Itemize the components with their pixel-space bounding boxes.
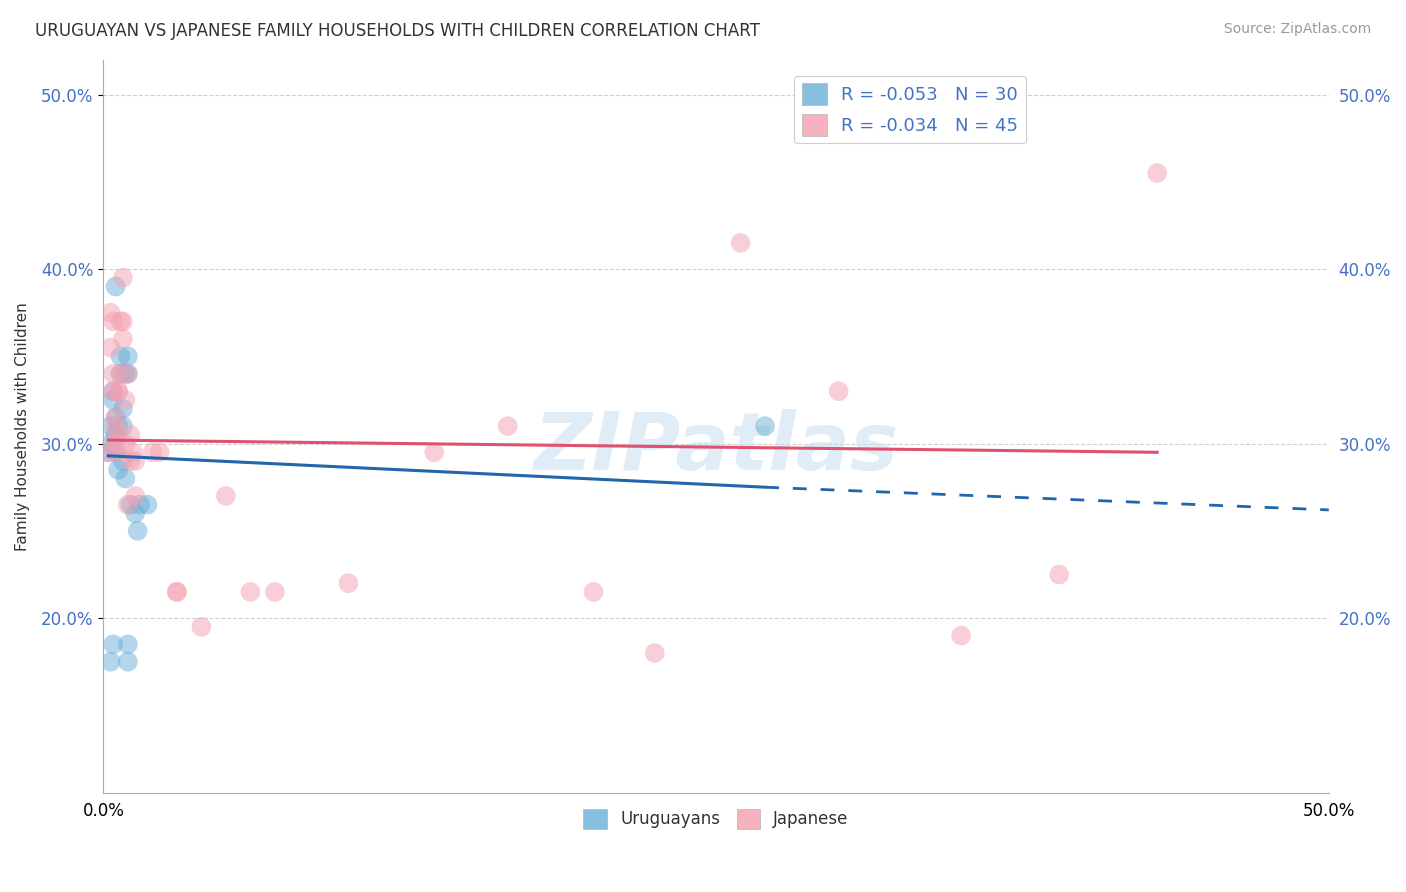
- Point: [754, 419, 776, 434]
- Point: [111, 419, 134, 434]
- Point: [101, 384, 124, 399]
- Point: [129, 498, 152, 512]
- Point: [104, 445, 127, 459]
- Point: [114, 471, 136, 485]
- Point: [1146, 166, 1168, 180]
- Point: [190, 620, 212, 634]
- Point: [337, 576, 360, 591]
- Y-axis label: Family Households with Children: Family Households with Children: [15, 301, 30, 550]
- Point: [166, 585, 188, 599]
- Point: [100, 341, 122, 355]
- Point: [100, 436, 122, 450]
- Point: [110, 314, 132, 328]
- Point: [120, 428, 142, 442]
- Point: [117, 349, 139, 363]
- Point: [110, 367, 132, 381]
- Point: [114, 367, 136, 381]
- Point: [101, 314, 124, 328]
- Point: [104, 419, 127, 434]
- Point: [496, 419, 519, 434]
- Point: [104, 436, 127, 450]
- Point: [110, 349, 132, 363]
- Point: [120, 454, 142, 468]
- Point: [114, 392, 136, 407]
- Point: [100, 419, 122, 434]
- Point: [124, 489, 146, 503]
- Text: URUGUAYAN VS JAPANESE FAMILY HOUSEHOLDS WITH CHILDREN CORRELATION CHART: URUGUAYAN VS JAPANESE FAMILY HOUSEHOLDS …: [35, 22, 761, 40]
- Point: [111, 454, 134, 468]
- Point: [111, 401, 134, 416]
- Point: [101, 637, 124, 651]
- Point: [124, 507, 146, 521]
- Point: [107, 428, 129, 442]
- Point: [644, 646, 666, 660]
- Point: [114, 436, 136, 450]
- Point: [117, 367, 139, 381]
- Point: [101, 367, 124, 381]
- Point: [149, 445, 172, 459]
- Point: [100, 655, 122, 669]
- Point: [827, 384, 849, 399]
- Point: [117, 655, 139, 669]
- Point: [104, 445, 127, 459]
- Point: [104, 428, 127, 442]
- Point: [104, 279, 127, 293]
- Point: [239, 585, 262, 599]
- Point: [111, 332, 134, 346]
- Text: ZIPatlas: ZIPatlas: [533, 409, 898, 487]
- Point: [166, 585, 188, 599]
- Point: [950, 629, 973, 643]
- Point: [101, 384, 124, 399]
- Point: [100, 306, 122, 320]
- Point: [121, 445, 143, 459]
- Point: [97, 445, 120, 459]
- Point: [97, 445, 120, 459]
- Point: [110, 367, 132, 381]
- Point: [136, 498, 159, 512]
- Point: [104, 410, 127, 425]
- Point: [107, 384, 129, 399]
- Point: [107, 463, 129, 477]
- Point: [111, 314, 134, 328]
- Point: [582, 585, 605, 599]
- Point: [423, 445, 446, 459]
- Point: [124, 454, 146, 468]
- Point: [264, 585, 287, 599]
- Point: [107, 384, 129, 399]
- Point: [1047, 567, 1070, 582]
- Point: [127, 524, 149, 538]
- Point: [117, 498, 139, 512]
- Point: [215, 489, 238, 503]
- Point: [101, 392, 124, 407]
- Legend: Uruguayans, Japanese: Uruguayans, Japanese: [576, 802, 855, 836]
- Text: Source: ZipAtlas.com: Source: ZipAtlas.com: [1223, 22, 1371, 37]
- Point: [117, 637, 139, 651]
- Point: [107, 419, 129, 434]
- Point: [730, 235, 752, 250]
- Point: [104, 410, 127, 425]
- Point: [111, 270, 134, 285]
- Point: [120, 498, 142, 512]
- Point: [117, 367, 139, 381]
- Point: [141, 445, 163, 459]
